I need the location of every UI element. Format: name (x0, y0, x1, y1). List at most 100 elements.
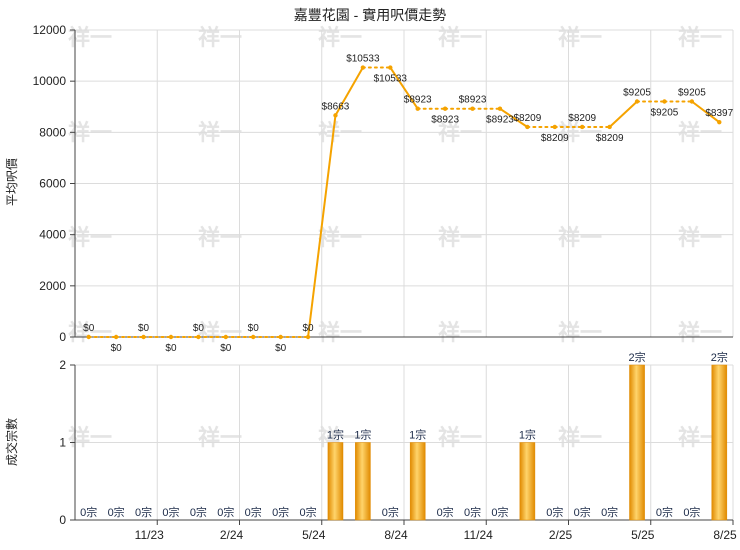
price-data-label: $8923 (404, 95, 432, 106)
label-layer: $0 $0 $0 $0 $0 $0 $0 $0 $0 $8663 $10533 $10533 $8923… (80, 54, 733, 519)
top-y-tick-label: 6000 (39, 177, 66, 191)
count-data-label: 1宗 (354, 428, 371, 442)
top-y-tick-label: 0 (59, 330, 66, 344)
price-point[interactable] (497, 106, 503, 111)
watermark: 祥一 (558, 225, 602, 250)
count-data-label: 2宗 (628, 350, 645, 364)
price-data-label: $8397 (705, 108, 733, 119)
count-bar[interactable] (711, 364, 728, 521)
price-point[interactable] (689, 99, 695, 104)
bottom-y-tick-label: 0 (59, 513, 66, 527)
x-tick-label: 5/24 (302, 528, 326, 542)
price-point[interactable] (442, 106, 448, 111)
price-data-label: $10533 (346, 54, 380, 65)
price-point[interactable] (278, 334, 283, 340)
price-point[interactable] (662, 99, 667, 104)
price-point[interactable] (607, 124, 612, 130)
count-data-label: 0宗 (656, 505, 673, 519)
price-data-label: $10533 (374, 74, 408, 85)
price-data-label: $9205 (623, 88, 651, 99)
price-data-label: $0 (165, 343, 177, 354)
price-point[interactable] (196, 334, 201, 340)
count-data-label: 0宗 (245, 505, 262, 519)
count-bar[interactable] (519, 442, 536, 521)
price-data-label: $0 (302, 323, 314, 334)
price-point[interactable] (86, 334, 91, 340)
price-data-label: $0 (193, 323, 205, 334)
price-point[interactable] (333, 113, 338, 118)
count-data-label: 0宗 (683, 505, 700, 519)
price-data-label: $0 (83, 323, 95, 334)
watermark: 祥一 (318, 25, 362, 50)
watermark: 祥一 (558, 425, 602, 450)
price-point[interactable] (634, 99, 640, 104)
count-bar[interactable] (629, 364, 645, 521)
price-point[interactable] (580, 124, 585, 130)
count-data-label: 0宗 (135, 505, 152, 519)
price-data-label: $0 (138, 323, 150, 334)
x-tick-label: 8/24 (384, 528, 408, 542)
price-data-label: $8923 (431, 115, 459, 126)
price-point[interactable] (168, 334, 174, 340)
price-data-label: $0 (220, 343, 232, 354)
price-point[interactable] (415, 106, 420, 111)
count-data-label: 0宗 (162, 505, 179, 519)
price-point[interactable] (305, 334, 311, 340)
price-line-segment (334, 66, 364, 117)
watermark: 祥一 (198, 225, 242, 250)
price-line-segment (608, 100, 639, 128)
price-axis-label: 平均呎價 (5, 158, 19, 206)
price-point[interactable] (251, 334, 256, 340)
price-data-label: $0 (275, 343, 287, 354)
watermark: 祥一 (318, 225, 362, 250)
watermark: 祥一 (678, 225, 722, 250)
count-bar[interactable] (355, 442, 371, 521)
count-bar[interactable] (327, 442, 344, 521)
price-data-label: $8209 (568, 113, 596, 124)
price-point[interactable] (360, 65, 366, 70)
price-point[interactable] (470, 106, 475, 111)
top-y-tick-label: 4000 (39, 228, 66, 242)
count-data-label: 0宗 (437, 505, 454, 519)
mark-layer (86, 65, 728, 521)
watermark: 祥一 (558, 25, 602, 50)
count-data-label: 0宗 (464, 505, 481, 519)
price-point[interactable] (141, 334, 146, 340)
x-tick-label: 11/23 (135, 528, 164, 542)
price-point[interactable] (552, 124, 557, 130)
price-line-segment (389, 66, 419, 110)
count-axis-label: 成交宗數 (4, 418, 19, 466)
top-y-tick-label: 10000 (33, 74, 67, 88)
count-data-label: 1宗 (519, 428, 536, 442)
count-data-label: 0宗 (217, 505, 234, 519)
price-point[interactable] (113, 334, 119, 340)
count-data-label: 2宗 (711, 350, 728, 364)
count-bar[interactable] (409, 442, 426, 521)
price-point[interactable] (525, 124, 530, 130)
price-point[interactable] (717, 119, 722, 125)
price-data-label: $8209 (513, 113, 541, 124)
count-data-label: 1宗 (327, 428, 344, 442)
watermark: 祥一 (438, 320, 482, 345)
count-data-label: 0宗 (272, 505, 289, 519)
price-point[interactable] (388, 65, 393, 70)
price-data-label: $8663 (322, 101, 350, 112)
price-data-label: $8923 (486, 115, 514, 126)
price-data-label: $8209 (596, 133, 624, 144)
watermark: 祥一 (198, 320, 242, 345)
bottom-y-tick-label: 2 (59, 358, 66, 372)
watermark: 祥一 (198, 425, 242, 450)
price-line-segment (307, 114, 337, 338)
grid-layer (75, 29, 734, 521)
price-point[interactable] (223, 334, 228, 340)
count-data-label: 1宗 (409, 428, 426, 442)
count-data-label: 0宗 (546, 505, 563, 519)
watermark: 祥一 (198, 25, 242, 50)
watermark: 祥一 (318, 320, 362, 345)
watermark: 祥一 (558, 320, 602, 345)
count-data-label: 0宗 (108, 505, 125, 519)
top-y-tick-label: 12000 (33, 23, 67, 37)
top-y-tick-label: 2000 (39, 279, 66, 293)
count-data-label: 0宗 (80, 505, 97, 519)
